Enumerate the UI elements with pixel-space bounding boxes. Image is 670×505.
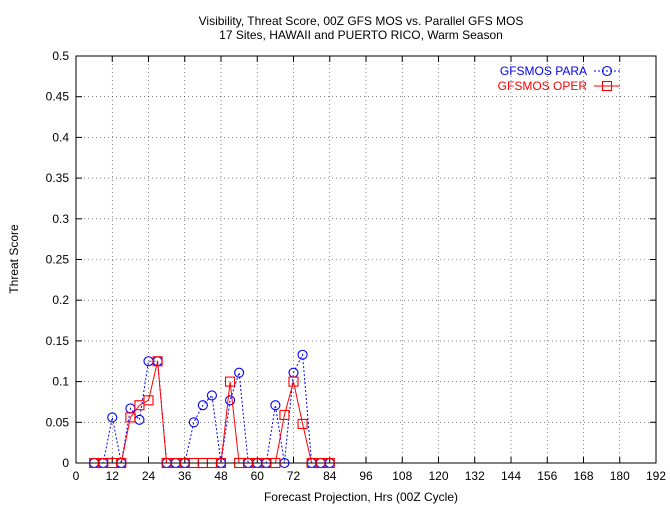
y-axis-label: Threat Score <box>7 224 21 294</box>
oper-data-point <box>288 376 299 387</box>
data-series <box>89 349 335 469</box>
x-tick-label: 60 <box>251 469 265 483</box>
para-data-point <box>107 412 118 423</box>
para-data-point <box>188 417 199 428</box>
legend-label-para: GFSMOS PARA <box>500 64 587 78</box>
x-tick-label: 24 <box>142 469 156 483</box>
legend-marker-para <box>601 65 613 77</box>
x-tick-label: 156 <box>537 469 557 483</box>
oper-data-point <box>125 412 136 423</box>
y-tick-label: 0.35 <box>46 171 70 185</box>
x-tick-label: 168 <box>573 469 593 483</box>
x-tick-label: 84 <box>323 469 337 483</box>
para-data-point <box>270 400 281 411</box>
oper-data-point <box>225 376 236 387</box>
y-tick-label: 0.25 <box>46 253 70 267</box>
x-tick-label: 36 <box>178 469 192 483</box>
y-tick-label: 0.3 <box>52 212 69 226</box>
y-tick-label: 0.05 <box>46 415 70 429</box>
chart-subtitle: 17 Sites, HAWAII and PUERTO RICO, Warm S… <box>219 28 503 42</box>
y-tick-label: 0.15 <box>46 334 70 348</box>
y-tick-label: 0.45 <box>46 90 70 104</box>
grid-lines <box>76 56 656 463</box>
x-tick-label: 144 <box>501 469 521 483</box>
x-tick-label: 180 <box>610 469 630 483</box>
legend-label-oper: GFSMOS OPER <box>498 79 588 93</box>
oper-data-point <box>143 395 154 406</box>
x-tick-label: 72 <box>287 469 301 483</box>
y-tick-label: 0 <box>62 456 69 470</box>
chart-title: Visibility, Threat Score, 00Z GFS MOS vs… <box>199 14 524 28</box>
y-tick-label: 0.1 <box>52 375 69 389</box>
y-tick-label: 0.2 <box>52 293 69 307</box>
x-axis-label: Forecast Projection, Hrs (00Z Cycle) <box>264 490 458 504</box>
oper-data-point <box>152 356 163 367</box>
para-data-point <box>206 390 217 401</box>
y-tick-label: 0.4 <box>52 130 69 144</box>
y-tick-label: 0.5 <box>52 49 69 63</box>
x-tick-label: 132 <box>465 469 485 483</box>
para-data-point <box>297 349 308 360</box>
x-tick-label: 108 <box>392 469 412 483</box>
para-data-point <box>134 414 145 425</box>
axis-ticks: 0 0.05 0.1 0.15 0.2 0.25 0.3 0.35 0.4 0.45 0.5 0 12 2… <box>46 49 667 483</box>
x-tick-label: 12 <box>106 469 120 483</box>
x-tick-label: 96 <box>359 469 373 483</box>
oper-data-point <box>297 418 308 429</box>
para-data-point <box>225 395 236 406</box>
x-tick-label: 0 <box>73 469 80 483</box>
x-tick-label: 120 <box>428 469 448 483</box>
legend-marker-oper <box>601 80 613 92</box>
para-data-point <box>197 400 208 411</box>
x-tick-label: 48 <box>214 469 228 483</box>
para-data-point <box>234 367 245 378</box>
x-tick-label: 192 <box>646 469 666 483</box>
oper-data-point <box>279 409 290 421</box>
para-series-line <box>94 352 330 464</box>
plot-frame <box>75 55 657 464</box>
